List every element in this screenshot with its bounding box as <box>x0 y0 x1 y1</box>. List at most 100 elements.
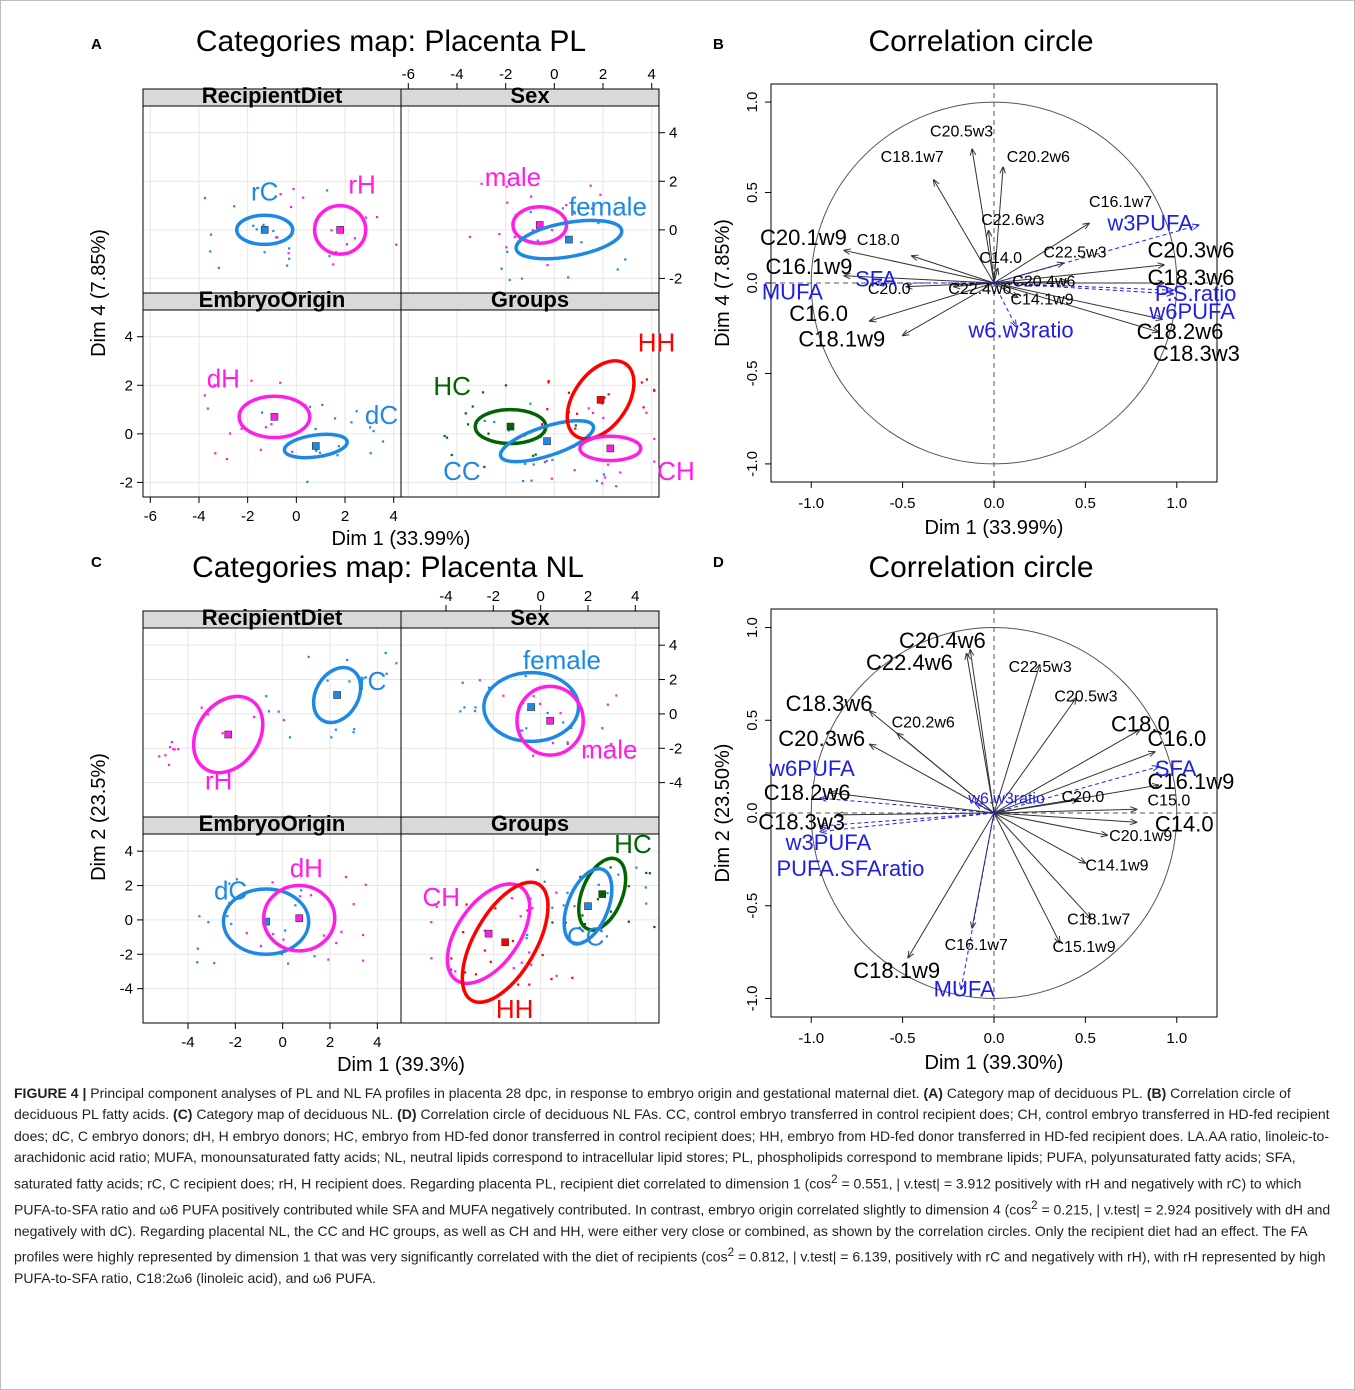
map-c-ellipse-ch <box>445 882 532 986</box>
map-c-xlabel: Dim 1 (39.3%) <box>337 1054 465 1076</box>
map-a-point <box>607 393 610 396</box>
corr-b-vector-c16-1w9 <box>844 276 995 284</box>
map-c-point <box>245 932 248 935</box>
map-a-point <box>653 389 656 392</box>
corr-b-vector-label-c18-3w6: C18.3w6 <box>1148 265 1235 290</box>
map-a-point <box>487 432 490 435</box>
corr-b-vector-label-c20-4w6: C20.4w6 <box>1012 274 1075 291</box>
corr-b-vector-label-w6pufa: w6PUFA <box>1148 299 1235 324</box>
map-c-point <box>520 961 523 964</box>
map-c-xtick-label-top: -4 <box>439 588 452 605</box>
corr-b-vector-label-c20-0: C20.0 <box>868 281 911 298</box>
map-a-center-dh <box>270 413 279 421</box>
map-c-point <box>352 903 355 906</box>
corr-b-vector-label-c18-1w9: C18.1w9 <box>798 326 885 351</box>
corr-d-vector-label-w6-w3ratio: w6.w3ratio <box>967 791 1045 808</box>
map-c-point <box>307 655 310 659</box>
map-a-point <box>505 185 508 188</box>
map-a-category-label-rc: rC <box>251 177 278 207</box>
corr-b-vector-c20-1w9 <box>844 250 995 284</box>
map-a-point <box>483 419 486 423</box>
caption-text-1: Principal component analyses of PL and N… <box>86 1085 924 1101</box>
map-c-strip-label-embryoorigin: EmbryoOrigin <box>199 811 346 836</box>
corr-d-vector-c20-2w6 <box>897 733 995 814</box>
map-a-point <box>580 241 583 244</box>
map-a-center-ch <box>606 444 615 453</box>
map-c-point <box>483 929 486 932</box>
map-c-xtick-label-top: -2 <box>487 588 500 605</box>
map-c-point <box>526 933 529 937</box>
map-c-ellipse-male <box>515 684 586 757</box>
map-a-ellipse-dc <box>282 432 349 460</box>
map-c-point <box>627 920 630 923</box>
corr-d-vector-label-c20-0: C20.0 <box>1062 789 1105 806</box>
map-c-point <box>566 741 569 744</box>
map-c-point <box>326 679 329 682</box>
corr-d-vector-label-w3pufa: w3PUFA <box>785 830 872 855</box>
map-a-point <box>264 426 268 429</box>
map-a-center-rc <box>260 226 269 234</box>
map-a-point <box>369 452 372 455</box>
corr-b-xtick-label: 1.0 <box>1166 495 1187 512</box>
map-a-category-label-hh: HH <box>638 327 676 357</box>
map-c-point <box>206 713 210 716</box>
map-a-point <box>350 421 353 424</box>
corr-d-vector-w3pufa <box>820 812 995 826</box>
map-c-point <box>463 706 466 709</box>
corr-d-vector-c20-5w3 <box>993 698 1076 814</box>
map-a-point <box>508 278 511 282</box>
map-c-xtick-label-bottom: -2 <box>229 1034 242 1051</box>
corr-d-vector-label-c20-4w6: C20.4w6 <box>899 628 986 653</box>
map-c-point <box>435 905 438 908</box>
map-a-point <box>306 480 309 483</box>
map-c-point <box>531 906 534 910</box>
map-c-point <box>298 895 302 898</box>
map-a-point <box>587 407 590 410</box>
map-a-xtick-label-top: 2 <box>599 66 607 83</box>
map-c-point <box>573 905 576 908</box>
map-a-point <box>355 410 358 413</box>
map-c-point <box>653 925 656 929</box>
map-c-point <box>512 967 515 970</box>
map-a-point <box>450 453 453 457</box>
map-c-ytick-label-left: 0 <box>125 912 133 929</box>
map-c-point <box>581 914 584 917</box>
map-c-strip-label-sex: Sex <box>510 605 550 630</box>
map-c-center-male <box>546 716 554 725</box>
map-c-point <box>530 963 533 966</box>
corr-d-vector-c20-4w6 <box>970 650 995 814</box>
map-a-ellipse-female <box>514 218 624 261</box>
map-c-point <box>483 949 486 952</box>
corr-b-vector-label-c14-0: C14.0 <box>979 250 1022 267</box>
map-c-xtick-label-bottom: 4 <box>373 1034 381 1051</box>
map-a-point <box>279 381 282 384</box>
map-c-center-rc <box>333 691 341 699</box>
corr-b-vector-label-c16-1w9: C16.1w9 <box>766 254 853 279</box>
map-a-point <box>332 263 335 266</box>
corr-b-vector-label-mufa: MUFA <box>762 279 823 304</box>
map-a-point <box>480 182 483 185</box>
map-a-point <box>375 215 379 219</box>
map-a-point <box>602 416 605 420</box>
map-c-point <box>330 736 333 739</box>
map-c-point <box>335 941 338 945</box>
corr-d-vector-c15-1w9 <box>993 812 1060 943</box>
map-c-center-cc <box>584 902 592 910</box>
map-a-point <box>214 452 217 455</box>
corr-d-vector-label-c14-0: C14.0 <box>1155 812 1214 837</box>
corr-b-vector-label-p-s-ratio: P.S.ratio <box>1155 281 1237 306</box>
map-c-point <box>454 970 457 973</box>
corr-d-vector-c16-0 <box>993 752 1155 814</box>
map-c-point <box>536 868 539 871</box>
corr-d-vector-c22-5w3 <box>993 665 1040 814</box>
corr-d-vector-w6-w3ratio <box>976 804 995 814</box>
map-c-point <box>601 727 604 730</box>
map-c-xtick-label-bottom: 0 <box>278 1034 286 1051</box>
map-a-point <box>353 237 356 240</box>
map-a-ellipse-hh <box>565 359 636 441</box>
map-c-point <box>525 727 528 730</box>
map-c-point <box>271 881 274 884</box>
map-c-point <box>473 709 477 713</box>
corr-d-vector-c18-1w9 <box>908 812 995 958</box>
map-a-point <box>531 229 534 232</box>
